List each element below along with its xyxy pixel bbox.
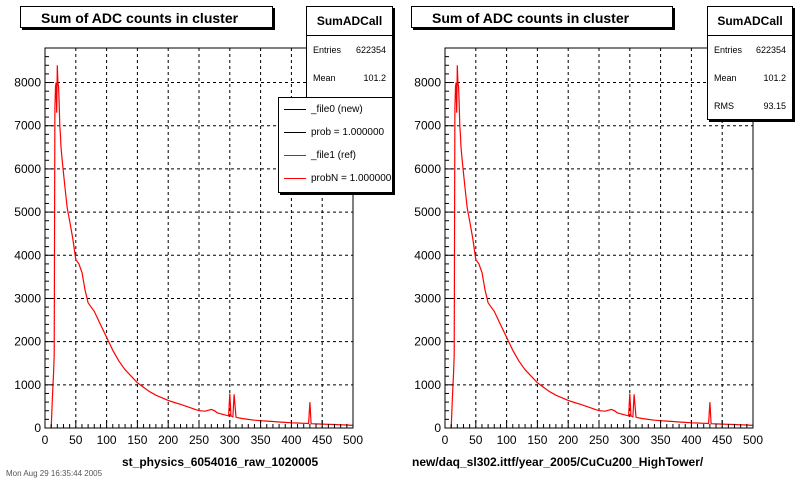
left-x-axis-label: st_physics_6054016_raw_1020005 xyxy=(122,455,319,469)
right-stats-row-entries: Entries 622354 xyxy=(708,36,792,64)
right-stats-name: SumADCall xyxy=(708,7,792,36)
right-y-tick-label-6000: 6000 xyxy=(414,162,441,176)
left-y-tick-label-5000: 5000 xyxy=(14,205,41,219)
legend-text-prob: prob = 1.000000 xyxy=(311,127,385,138)
legend-entry-probn: probN = 1.000000 xyxy=(279,167,392,190)
legend-text-probn: probN = 1.000000 xyxy=(311,173,392,184)
left-stats-entries-value: 622354 xyxy=(355,45,386,55)
right-y-tick-label-1000: 1000 xyxy=(414,378,441,392)
left-y-tick-label-7000: 7000 xyxy=(14,119,41,133)
right-stats-mean-label: Mean xyxy=(714,73,737,83)
left-y-tick-label-1000: 1000 xyxy=(14,378,41,392)
right-x-tick-label-100: 100 xyxy=(497,433,517,447)
left-series-line-0 xyxy=(50,65,354,429)
legend-line-probn xyxy=(284,178,306,179)
right-stats-entries-value: 622354 xyxy=(755,45,786,55)
left-y-tick-label-8000: 8000 xyxy=(14,76,41,90)
left-x-tick-label-350: 350 xyxy=(251,433,271,447)
right-chart-title: Sum of ADC counts in cluster xyxy=(411,6,673,28)
left-legend: _file0 (new) prob = 1.000000 _file1 (ref… xyxy=(278,97,393,193)
right-x-tick-label-200: 200 xyxy=(558,433,578,447)
right-y-tick-label-7000: 7000 xyxy=(414,119,441,133)
left-stats-entries-label: Entries xyxy=(313,45,342,55)
legend-line-file1 xyxy=(284,155,306,156)
right-y-tick-label-2000: 2000 xyxy=(414,335,441,349)
left-x-tick-label-450: 450 xyxy=(312,433,332,447)
legend-line-prob xyxy=(284,132,306,133)
left-y-tick-label-4000: 4000 xyxy=(14,248,41,262)
left-stats-mean-value: 101.2 xyxy=(363,73,386,83)
right-x-tick-label-250: 250 xyxy=(589,433,609,447)
right-stats-row-rms: RMS 93.15 xyxy=(708,92,792,120)
left-stats-box: SumADCall Entries 622354 Mean 101.2 xyxy=(306,6,393,100)
left-y-tick-label-2000: 2000 xyxy=(14,335,41,349)
left-x-tick-label-100: 100 xyxy=(97,433,117,447)
left-y-tick-label-3000: 3000 xyxy=(14,291,41,305)
legend-entry-file0: _file0 (new) xyxy=(279,98,392,121)
left-stats-row-mean: Mean 101.2 xyxy=(307,64,392,92)
right-stats-rms-value: 93.15 xyxy=(763,101,786,111)
left-x-tick-label-50: 50 xyxy=(69,433,83,447)
right-x-tick-label-450: 450 xyxy=(712,433,732,447)
left-y-tick-label-0: 0 xyxy=(34,421,41,435)
left-x-tick-label-200: 200 xyxy=(158,433,178,447)
right-x-axis-label: new/daq_sl302.ittf/year_2005/CuCu200_Hig… xyxy=(412,455,704,469)
right-plot-area xyxy=(445,48,753,428)
right-x-tick-label-400: 400 xyxy=(681,433,701,447)
left-x-tick-label-400: 400 xyxy=(281,433,301,447)
legend-entry-file1: _file1 (ref) xyxy=(279,144,392,167)
right-y-tick-label-8000: 8000 xyxy=(414,76,441,90)
left-chart-title: Sum of ADC counts in cluster xyxy=(20,6,273,28)
left-stats-name: SumADCall xyxy=(307,7,392,36)
legend-line-file0 xyxy=(284,109,306,110)
right-stats-mean-value: 101.2 xyxy=(763,73,786,83)
right-y-tick-label-5000: 5000 xyxy=(414,205,441,219)
right-x-tick-label-150: 150 xyxy=(527,433,547,447)
right-panel: 0 50 100 150 200 250 300 350 400 450 500 0 1000 2000 3… xyxy=(400,0,800,480)
right-chart: 0 50 100 150 200 250 300 350 400 450 5000100020003… xyxy=(414,47,763,447)
left-x-tick-label-500: 500 xyxy=(343,433,363,447)
right-series-line-0 xyxy=(450,65,754,429)
left-x-tick-label-300: 300 xyxy=(220,433,240,447)
right-x-tick-label-50: 50 xyxy=(469,433,483,447)
right-stats-row-mean: Mean 101.2 xyxy=(708,64,792,92)
right-y-tick-label-3000: 3000 xyxy=(414,291,441,305)
right-stats-entries-label: Entries xyxy=(714,45,743,55)
footer-timestamp: Mon Aug 29 16:35:44 2005 xyxy=(6,469,103,478)
left-panel: 0 50 100 150 200 250 300 350 400 450 500 0 1000 2000 3… xyxy=(14,6,393,469)
right-y-tick-label-4000: 4000 xyxy=(414,248,441,262)
legend-entry-prob: prob = 1.000000 xyxy=(279,121,392,144)
right-x-tick-label-500: 500 xyxy=(743,433,763,447)
legend-text-file1: _file1 (ref) xyxy=(311,150,357,161)
left-x-tick-label-250: 250 xyxy=(189,433,209,447)
left-stats-mean-label: Mean xyxy=(313,73,336,83)
left-y-tick-label-6000: 6000 xyxy=(14,162,41,176)
right-x-tick-label-350: 350 xyxy=(651,433,671,447)
legend-text-file0: _file0 (new) xyxy=(311,104,363,115)
right-x-tick-label-0: 0 xyxy=(442,433,449,447)
right-y-tick-label-0: 0 xyxy=(434,421,441,435)
left-x-tick-label-150: 150 xyxy=(127,433,147,447)
right-stats-rms-label: RMS xyxy=(714,101,734,111)
right-x-tick-label-300: 300 xyxy=(620,433,640,447)
left-stats-row-entries: Entries 622354 xyxy=(307,36,392,64)
right-stats-box: SumADCall Entries 622354 Mean 101.2 RMS … xyxy=(707,6,793,120)
left-x-tick-label-0: 0 xyxy=(42,433,49,447)
